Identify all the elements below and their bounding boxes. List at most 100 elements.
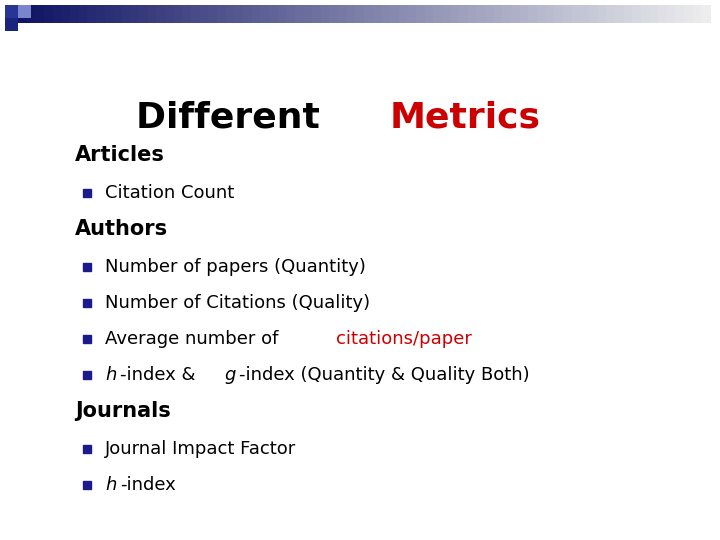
Bar [356, 5, 364, 23]
Bar [347, 5, 356, 23]
Bar [399, 5, 408, 23]
Bar [511, 5, 521, 23]
Bar [208, 5, 217, 23]
Bar [442, 5, 451, 23]
Bar [606, 5, 616, 23]
Bar [658, 5, 667, 23]
Bar [217, 5, 226, 23]
Bar [468, 5, 477, 23]
Bar [243, 5, 252, 23]
Bar [580, 5, 590, 23]
Bar [70, 5, 79, 23]
Bar [113, 5, 122, 23]
Text: Number of papers (Quantity): Number of papers (Quantity) [105, 258, 366, 276]
Bar [546, 5, 555, 23]
Bar [675, 5, 685, 23]
Text: h: h [105, 476, 117, 494]
Text: Articles: Articles [75, 145, 165, 165]
Bar [451, 5, 459, 23]
Text: -index (Quantity & Quality Both): -index (Quantity & Quality Both) [239, 366, 530, 384]
Text: -index: -index [120, 476, 176, 494]
Bar [390, 5, 399, 23]
Bar [503, 5, 511, 23]
Bar [234, 5, 243, 23]
Bar [27, 5, 36, 23]
Bar [667, 5, 676, 23]
Bar [382, 5, 390, 23]
Bar [572, 5, 581, 23]
Bar [303, 5, 312, 23]
Text: Number of Citations (Quality): Number of Citations (Quality) [105, 294, 370, 312]
Bar [5, 18, 18, 31]
Bar [251, 5, 261, 23]
Bar [269, 5, 278, 23]
Bar [18, 5, 31, 18]
Bar [199, 5, 209, 23]
Bar [615, 5, 624, 23]
Text: Different: Different [136, 101, 333, 135]
Bar [286, 5, 295, 23]
Bar [364, 5, 373, 23]
Bar [589, 5, 598, 23]
Bar [520, 5, 529, 23]
Bar [35, 5, 45, 23]
Bar [148, 5, 157, 23]
Bar [598, 5, 607, 23]
Bar [684, 5, 693, 23]
Bar [174, 5, 183, 23]
Bar [104, 5, 114, 23]
Bar [477, 5, 485, 23]
Bar [537, 5, 546, 23]
Bar [649, 5, 659, 23]
Text: Average number of: Average number of [105, 330, 284, 348]
Text: citations/paper: citations/paper [336, 330, 472, 348]
Bar [330, 5, 338, 23]
Bar [294, 5, 304, 23]
Bar [320, 5, 330, 23]
Bar [78, 5, 88, 23]
Bar [312, 5, 321, 23]
Bar [191, 5, 200, 23]
Text: Journals: Journals [75, 401, 171, 421]
Bar [53, 5, 62, 23]
Bar [408, 5, 416, 23]
Text: g: g [225, 366, 236, 384]
Text: -index &: -index & [120, 366, 201, 384]
Bar [624, 5, 633, 23]
Bar [425, 5, 433, 23]
Text: Journal Impact Factor: Journal Impact Factor [105, 440, 296, 458]
Bar [373, 5, 382, 23]
Bar [701, 5, 711, 23]
Bar [632, 5, 642, 23]
Bar [130, 5, 140, 23]
Bar [5, 5, 18, 18]
Bar [485, 5, 494, 23]
Bar [44, 5, 53, 23]
Bar [61, 5, 71, 23]
Bar [225, 5, 235, 23]
Bar [139, 5, 148, 23]
Bar [96, 5, 105, 23]
Bar [693, 5, 702, 23]
Bar [459, 5, 468, 23]
Bar [260, 5, 269, 23]
Bar [433, 5, 442, 23]
Text: h: h [105, 366, 117, 384]
Bar [494, 5, 503, 23]
Bar [641, 5, 650, 23]
Bar [338, 5, 347, 23]
Bar [87, 5, 96, 23]
Bar [554, 5, 564, 23]
Bar [165, 5, 174, 23]
Bar [18, 5, 27, 23]
Bar [416, 5, 425, 23]
Text: Citation Count: Citation Count [105, 184, 234, 202]
Bar [182, 5, 192, 23]
Text: Metrics: Metrics [390, 101, 540, 135]
Bar [122, 5, 131, 23]
Bar [156, 5, 166, 23]
Bar [563, 5, 572, 23]
Text: Authors: Authors [75, 219, 168, 239]
Bar [277, 5, 287, 23]
Bar [528, 5, 538, 23]
